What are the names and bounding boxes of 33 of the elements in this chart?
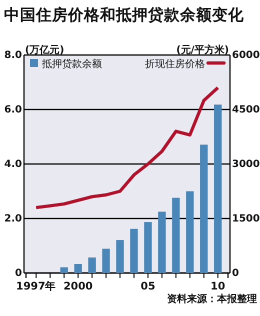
y-tick-label: 6.0 bbox=[4, 104, 22, 116]
y-axis-title: (万亿元) bbox=[25, 44, 64, 56]
y2-axis-title: (元/平方米) bbox=[176, 44, 229, 56]
x-tick-label: 10 bbox=[210, 280, 226, 292]
y-tick-label: 8.0 bbox=[4, 50, 22, 62]
bar bbox=[74, 264, 82, 273]
y2-tick-label: 1500 bbox=[232, 214, 260, 225]
y-tick-label: 4.0 bbox=[4, 159, 22, 170]
x-tick-label: 05 bbox=[140, 280, 156, 292]
bar bbox=[88, 257, 96, 273]
bar bbox=[200, 144, 208, 273]
bar bbox=[144, 222, 152, 273]
bar bbox=[102, 248, 110, 273]
x-tick-label: 2000 bbox=[63, 280, 93, 292]
bar bbox=[130, 228, 138, 273]
chart-title: 中国住房价格和抵押贷款余额变化 bbox=[4, 5, 245, 24]
y2-tick-label: 3000 bbox=[232, 159, 260, 170]
line-series bbox=[34, 86, 220, 210]
y2-tick-label: 6000 bbox=[232, 50, 260, 62]
bar bbox=[158, 212, 166, 273]
y-tick-label: 2.0 bbox=[4, 214, 22, 225]
text: 资料来源：本报整理 bbox=[167, 293, 257, 305]
bar bbox=[116, 240, 124, 273]
bar bbox=[186, 191, 194, 273]
y-tick-label: 0 bbox=[15, 268, 22, 280]
bar bbox=[172, 198, 180, 273]
bar bbox=[60, 267, 68, 273]
y2-tick-label: 4500 bbox=[232, 104, 260, 116]
y2-tick-label: 0 bbox=[232, 268, 239, 280]
x-tick-label: 1997年 bbox=[16, 279, 56, 292]
text: 折现住房价格 bbox=[145, 58, 205, 70]
bar bbox=[214, 104, 222, 273]
legend-label: 抵押贷款余额 bbox=[41, 58, 102, 70]
